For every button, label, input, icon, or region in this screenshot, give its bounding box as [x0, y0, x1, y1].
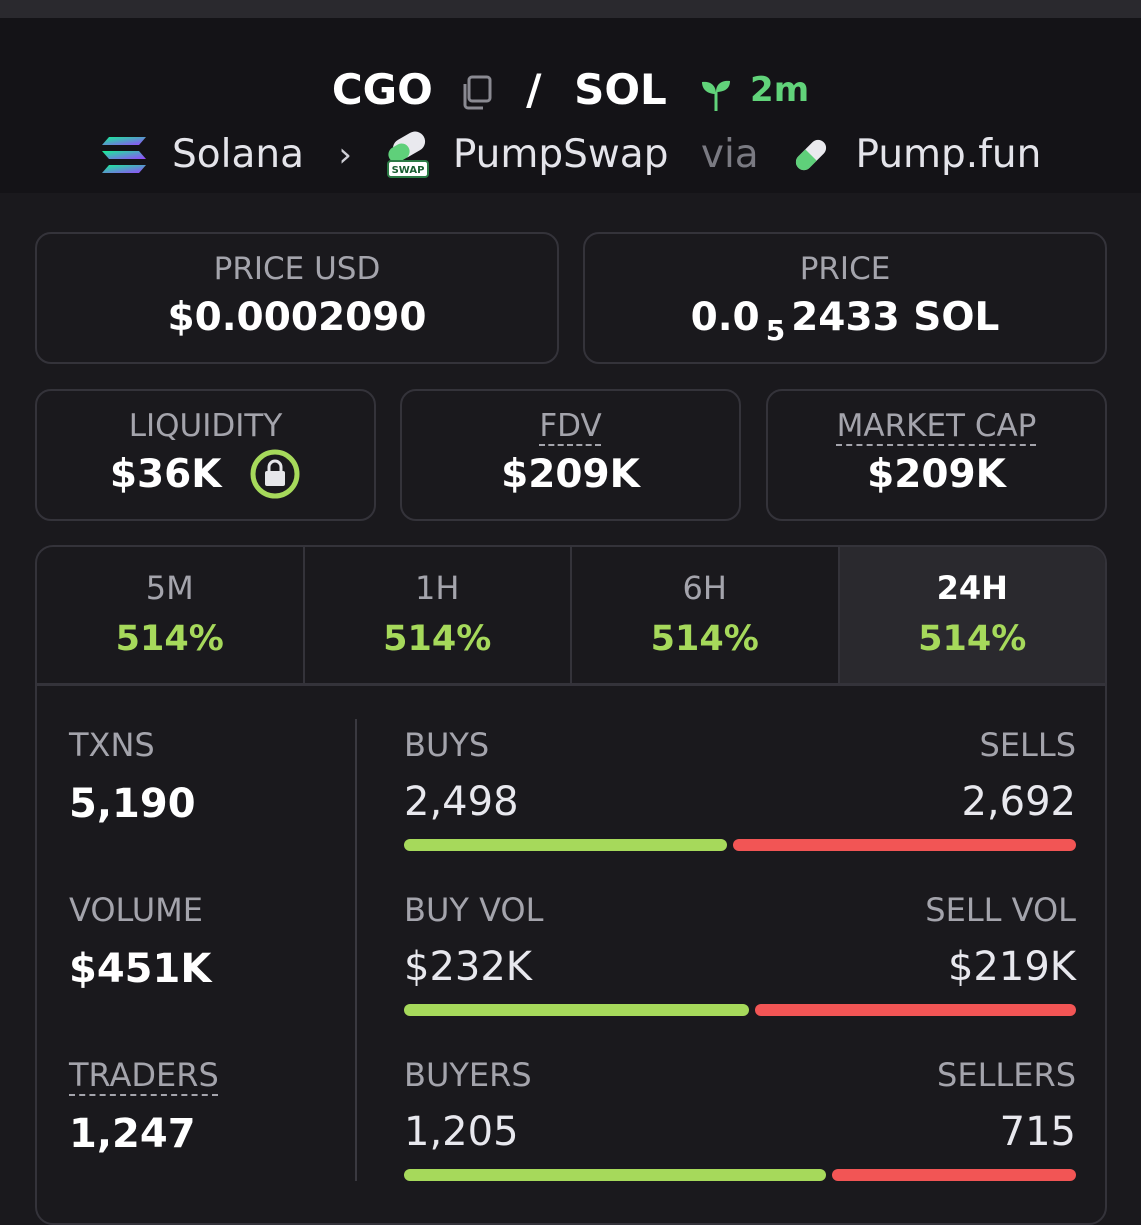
tab-change: 514% — [115, 619, 224, 659]
liquidity-value: $36K — [109, 452, 222, 497]
chevron-right-icon: › — [338, 134, 353, 175]
timeframe-tabs: 5M 514% 1H 514% 6H 514% 24H 514% — [37, 547, 1105, 686]
pair-separator: / — [526, 64, 542, 114]
buys-sells-ratio: BUYS SELLS 2,498 2,692 — [404, 725, 1076, 851]
price-native-unit: SOL — [913, 295, 1000, 340]
stats-panel: 5M 514% 1H 514% 6H 514% 24H 514% TXNS 5,… — [35, 545, 1107, 1225]
buy-vol-label: BUY VOL — [404, 891, 544, 929]
pumpswap-icon: SWAP — [384, 131, 432, 179]
market-cap-card: MARKET CAP $209K — [766, 389, 1107, 521]
price-native-value: 0.0 5 2433 SOL — [585, 294, 1105, 355]
pumpswap-badge: SWAP — [392, 165, 425, 176]
tab-24h[interactable]: 24H 514% — [839, 547, 1105, 683]
breadcrumb-launchpad[interactable]: Pump.fun — [855, 131, 1042, 177]
sell-vol-bar — [755, 1004, 1076, 1016]
pair-age: 2m — [750, 69, 810, 110]
solana-icon — [100, 135, 148, 175]
volume-label: VOLUME — [69, 891, 203, 929]
traders-bar — [404, 1169, 1076, 1181]
buys-sells-bar — [404, 839, 1076, 851]
txns-label: TXNS — [69, 726, 155, 764]
stats-divider — [355, 719, 357, 1181]
price-native-card: PRICE 0.0 5 2433 SOL — [583, 232, 1107, 364]
tab-label: 24H — [936, 569, 1008, 607]
liquidity-value-row: $36K — [37, 448, 374, 500]
pair-title: CGO / SOL 2m — [0, 62, 1141, 115]
buyers-bar — [404, 1169, 827, 1181]
sell-vol-label: SELL VOL — [925, 891, 1076, 929]
base-symbol: CGO — [331, 64, 433, 114]
buys-bar — [404, 839, 728, 851]
quote-symbol: SOL — [574, 64, 667, 114]
sells-label: SELLS — [979, 726, 1077, 764]
price-native-zero-count: 5 — [765, 314, 786, 347]
sellers-value: 715 — [999, 1109, 1076, 1155]
buyers-label: BUYERS — [404, 1056, 532, 1094]
breadcrumb: Solana › SWAP PumpSwap via Pump.fun — [0, 128, 1141, 180]
price-native-digits: 2433 — [791, 295, 900, 340]
txns-value: 5,190 — [69, 781, 196, 827]
tab-label: 6H — [682, 569, 727, 607]
tab-label: 5M — [145, 569, 194, 607]
tab-change: 514% — [650, 619, 759, 659]
sprout-icon — [701, 73, 731, 111]
sellers-bar — [832, 1169, 1076, 1181]
traders-label[interactable]: TRADERS — [69, 1056, 219, 1094]
buy-vol-bar — [404, 1004, 750, 1016]
volume-bar — [404, 1004, 1076, 1016]
tab-1h[interactable]: 1H 514% — [305, 547, 572, 683]
fdv-value: $209K — [501, 452, 640, 497]
fdv-card: FDV $209K — [400, 389, 741, 521]
volume-value: $451K — [69, 946, 212, 992]
top-strip — [0, 0, 1141, 18]
breadcrumb-dex[interactable]: PumpSwap — [452, 131, 669, 177]
fdv-label[interactable]: FDV — [539, 408, 602, 444]
txns-stat: TXNS 5,190 — [69, 725, 196, 829]
buy-vol-value: $232K — [404, 944, 533, 990]
sells-value: 2,692 — [961, 779, 1076, 825]
market-cap-value: $209K — [867, 452, 1006, 497]
market-cap-label[interactable]: MARKET CAP — [836, 408, 1037, 444]
lock-icon[interactable] — [249, 448, 301, 500]
liquidity-label: LIQUIDITY — [128, 408, 283, 444]
tab-change: 514% — [383, 619, 492, 659]
sellers-label: SELLERS — [937, 1056, 1076, 1094]
tab-5m[interactable]: 5M 514% — [37, 547, 305, 683]
sell-vol-value: $219K — [947, 944, 1076, 990]
copy-icon[interactable] — [459, 72, 493, 109]
liquidity-card: LIQUIDITY $36K — [35, 389, 376, 521]
tab-label: 1H — [415, 569, 460, 607]
tab-change: 514% — [918, 619, 1027, 659]
breadcrumb-chain[interactable]: Solana — [172, 131, 305, 177]
price-usd-card: PRICE USD $0.0002090 — [35, 232, 559, 364]
breadcrumb-via: via — [700, 131, 759, 177]
traders-ratio: BUYERS SELLERS 1,205 715 — [404, 1055, 1076, 1181]
price-native-label: PRICE — [799, 251, 891, 287]
buyers-value: 1,205 — [404, 1109, 519, 1155]
buys-label: BUYS — [404, 726, 490, 764]
price-usd-value: $0.0002090 — [167, 295, 427, 340]
traders-value: 1,247 — [69, 1111, 196, 1157]
volume-stat: VOLUME $451K — [69, 890, 211, 994]
sells-bar — [733, 839, 1076, 851]
tab-6h[interactable]: 6H 514% — [572, 547, 840, 683]
traders-stat: TRADERS 1,247 — [69, 1055, 219, 1159]
buys-value: 2,498 — [404, 779, 519, 825]
price-usd-label: PRICE USD — [213, 251, 381, 287]
pair-header: CGO / SOL 2m Solana › SWAP — [0, 18, 1141, 193]
volume-ratio: BUY VOL SELL VOL $232K $219K — [404, 890, 1076, 1016]
price-native-prefix: 0.0 — [690, 295, 760, 340]
pill-icon — [791, 135, 831, 175]
